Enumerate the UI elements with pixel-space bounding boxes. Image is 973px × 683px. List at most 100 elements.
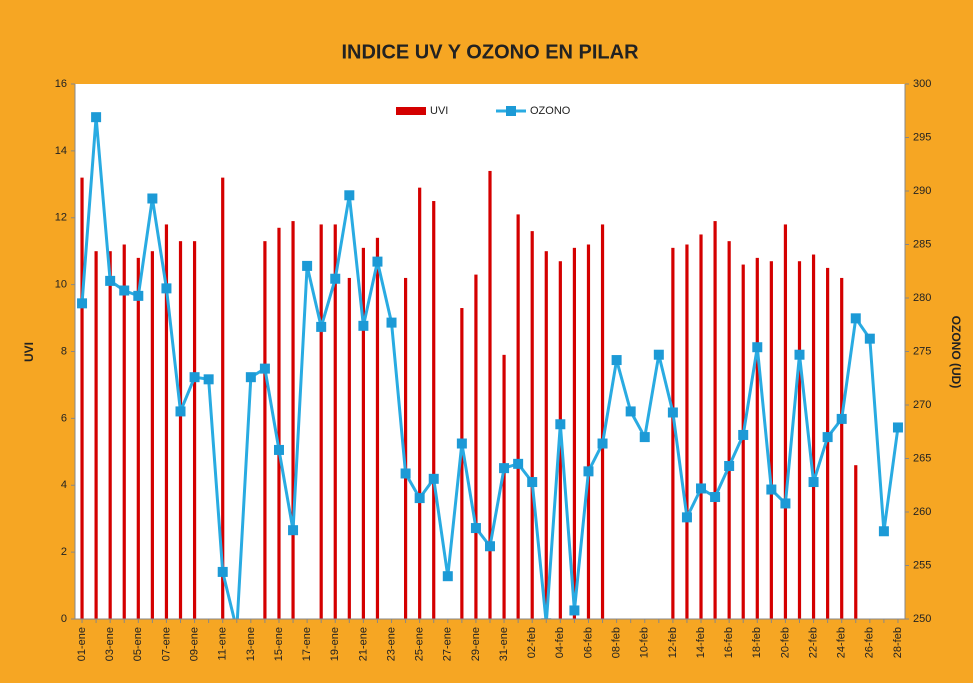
bar: [840, 277, 844, 619]
marker: [611, 355, 622, 366]
marker: [780, 498, 791, 509]
y-tick-label: 14: [55, 145, 67, 157]
marker: [302, 260, 313, 271]
bar: [713, 221, 717, 619]
x-tick-label: 29-ene: [470, 627, 482, 661]
marker: [892, 422, 903, 433]
x-tick-label: 22-feb: [807, 627, 819, 658]
bar: [291, 221, 295, 619]
y2-tick-label: 260: [913, 506, 931, 518]
marker: [850, 313, 861, 324]
marker: [822, 432, 833, 443]
bar: [811, 254, 816, 619]
y2-tick-label: 290: [913, 185, 931, 197]
bar: [685, 244, 689, 619]
marker: [766, 484, 777, 495]
bar: [375, 237, 380, 619]
marker: [372, 256, 383, 267]
y-tick-label: 16: [55, 78, 67, 90]
marker: [583, 466, 594, 477]
bar: [741, 264, 745, 619]
bar: [192, 241, 197, 619]
x-tick-label: 03-ene: [104, 627, 116, 661]
marker: [147, 193, 158, 204]
bar: [460, 308, 464, 619]
y-tick-label: 6: [61, 412, 67, 424]
bar: [502, 354, 506, 619]
y2-axis-label: OZONO (UD): [949, 316, 963, 389]
x-tick-label: 05-ene: [132, 627, 144, 661]
marker: [105, 275, 116, 286]
bar: [755, 257, 759, 619]
marker: [161, 283, 172, 294]
marker: [386, 317, 397, 328]
x-tick-label: 17-ene: [301, 627, 313, 661]
bar: [783, 224, 788, 619]
x-tick-label: 15-ene: [273, 627, 285, 661]
x-tick-label: 31-ene: [498, 627, 510, 661]
y2-tick-label: 265: [913, 452, 931, 464]
y-tick-label: 0: [61, 613, 67, 625]
x-tick-label: 21-ene: [357, 627, 369, 661]
x-tick-label: 11-ene: [217, 627, 229, 660]
marker: [273, 444, 284, 455]
marker: [878, 526, 889, 537]
x-tick-label: 08-feb: [611, 627, 623, 658]
x-tick-label: 09-ene: [188, 627, 200, 661]
y-tick-label: 4: [61, 479, 67, 491]
x-tick-label: 06-feb: [582, 627, 594, 658]
y2-tick-label: 275: [913, 345, 931, 357]
x-tick-label: 19-ene: [329, 627, 341, 661]
marker: [77, 298, 88, 309]
chart-title: INDICE UV Y OZONO EN PILAR: [341, 41, 639, 63]
marker: [133, 290, 144, 301]
bar: [221, 177, 225, 619]
y-tick-label: 2: [61, 546, 67, 558]
marker: [569, 605, 580, 616]
y-tick-label: 10: [55, 279, 67, 291]
x-tick-label: 04-feb: [554, 627, 566, 658]
x-tick-label: 24-feb: [836, 627, 848, 658]
x-tick-label: 25-ene: [414, 627, 426, 661]
marker: [414, 493, 425, 504]
x-tick-label: 02-feb: [526, 627, 538, 658]
bar: [586, 244, 591, 619]
bar: [769, 261, 773, 619]
y2-tick-label: 285: [913, 238, 931, 250]
marker: [288, 525, 299, 536]
marker: [681, 512, 692, 523]
bar: [854, 465, 858, 619]
y2-tick-label: 250: [913, 613, 931, 625]
marker: [91, 112, 102, 123]
y-axis-label: UVI: [22, 342, 36, 362]
y2-tick-label: 295: [913, 131, 931, 143]
marker: [696, 483, 707, 494]
bar: [403, 277, 408, 619]
marker: [555, 419, 566, 430]
x-tick-label: 28-feb: [892, 627, 904, 658]
marker: [499, 463, 510, 474]
marker: [259, 363, 270, 374]
bar: [108, 251, 112, 619]
bar: [516, 214, 520, 619]
bar: [671, 247, 675, 619]
legend-swatch: [506, 106, 516, 116]
marker: [864, 333, 875, 344]
x-tick-label: 20-feb: [779, 627, 791, 658]
marker: [245, 372, 256, 383]
y2-tick-label: 270: [913, 399, 931, 411]
bar: [319, 224, 323, 619]
bar: [600, 224, 605, 619]
bar: [474, 274, 478, 619]
marker: [203, 374, 214, 385]
y2-tick-label: 300: [913, 78, 931, 90]
bar: [263, 241, 267, 619]
marker: [597, 438, 608, 449]
bar: [361, 247, 365, 619]
bar: [347, 277, 351, 619]
marker: [836, 413, 847, 424]
marker: [808, 477, 819, 488]
bar: [164, 224, 169, 619]
x-tick-label: 16-feb: [723, 627, 735, 658]
x-tick-label: 10-feb: [639, 627, 651, 658]
